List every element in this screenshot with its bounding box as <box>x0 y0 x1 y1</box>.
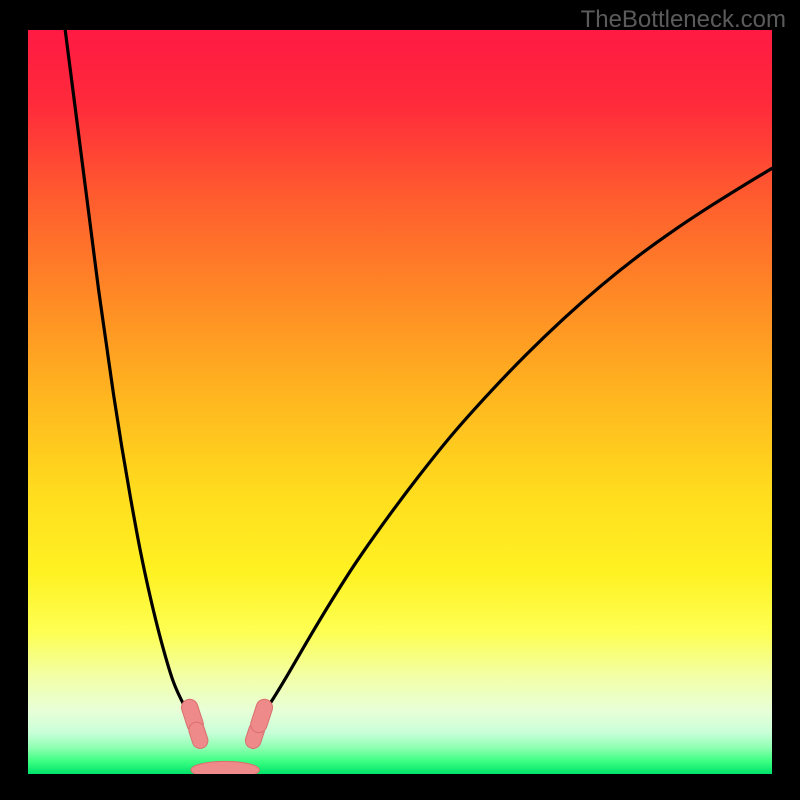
watermark-text: TheBottleneck.com <box>581 6 786 34</box>
gradient-background <box>28 30 772 774</box>
bottleneck-plot <box>28 30 772 774</box>
plot-svg <box>28 30 772 774</box>
